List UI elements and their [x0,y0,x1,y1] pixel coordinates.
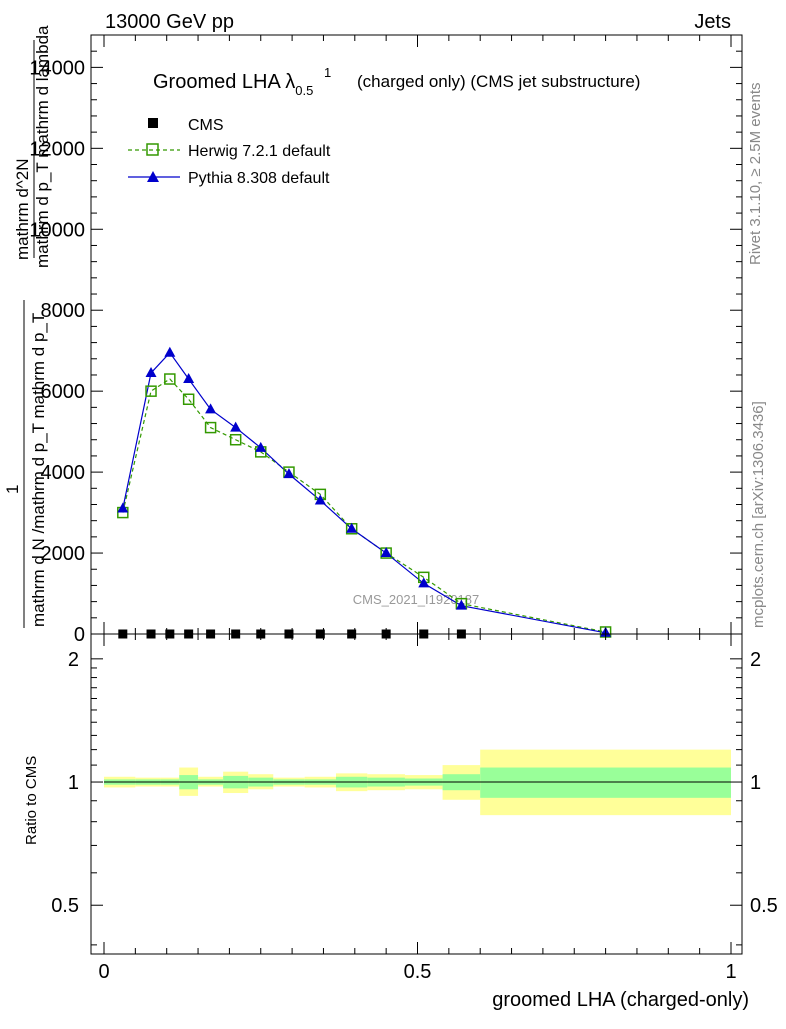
xtick-label: 0.5 [404,961,432,983]
legend-cms-label: CMS [188,117,224,134]
pythia-point [205,403,217,414]
legend-pythia-marker [147,171,159,182]
ratio-band-inner [480,767,731,798]
ylabel-numerator-1: mathrm d^2N [13,158,32,260]
herwig-point [229,433,242,446]
ylabel-denominator-2: mathrm d N /mathrm d p_T mathrm d p_T [29,313,48,627]
pythia-point [418,577,430,588]
ratio-ytick-label: 0.5 [51,895,79,917]
pythia-point [283,468,295,479]
pythia-point [455,599,467,610]
ratio-ytick-label-right: 1 [750,772,761,794]
ratio-ytick-label: 2 [68,649,79,671]
main-ytick-label: 14000 [29,57,85,79]
main-ytick-label: 8000 [41,300,86,322]
herwig-point [164,373,176,385]
xtick-label: 0 [98,961,109,983]
herwig-series-line [122,378,606,633]
legend-herwig-label: Herwig 7.2.1 default [188,143,331,160]
plot-title-superscript: 1 [324,65,331,80]
mcplots-credit-text: mcplots.cern.ch [arXiv:1306.3436] [750,401,767,628]
ratio-ytick-label: 1 [68,772,79,794]
ratio-panel-frame [90,633,743,955]
main-ytick-label: 12000 [29,138,85,160]
ratio-ytick-label-right: 2 [750,649,761,671]
legend-cms-marker [148,118,158,128]
herwig-point [204,421,217,434]
ratio-ytick-label-right: 0.5 [750,895,778,917]
pythia-point [183,373,195,384]
herwig-point [182,393,195,406]
watermark-text: CMS_2021_I1920187 [353,592,480,607]
pythia-point [117,502,129,513]
legend-pythia-label: Pythia 8.308 default [188,170,330,187]
plot-title-suffix: (charged only) (CMS jet substructure) [357,72,640,91]
main-ytick-label: 2000 [41,543,86,565]
ratio-axes: 0 0.5 1 0.5 0.5 1 1 2 2 [51,634,778,983]
pythia-point [380,547,392,558]
xtick-label: 1 [725,961,736,983]
x-axis-label: groomed LHA (charged-only) [492,989,749,1011]
ratio-ylabel: Ratio to CMS [23,756,40,845]
main-axes: 0 2000 4000 6000 8000 10000 12000 14000 [29,35,742,646]
plot-title: Groomed LHA λ0.5 [153,71,313,98]
rivet-version-text: Rivet 3.1.10, ≥ 2.5M events [747,83,764,266]
pythia-point [314,494,326,505]
main-ytick-label: 10000 [29,219,85,241]
main-ytick-label: 0 [74,624,85,646]
main-ytick-label: 4000 [41,462,86,484]
header-process: 13000 GeV pp [105,11,234,33]
plot-title-subscript: 0.5 [295,83,313,98]
pythia-point [145,366,157,377]
main-ylabel: mathrm d^2N mathrm d p_T mathrm d lambda… [3,25,52,628]
plot-title-main: Groomed LHA λ [153,71,295,93]
pythia-point [164,346,176,357]
ylabel-denominator-1: mathrm d p_T mathrm d lambda [33,25,52,268]
ylabel-numerator-2: 1 [3,485,22,494]
herwig-point [145,385,157,397]
legend-herwig-marker [146,143,159,156]
pythia-point [346,522,358,533]
legend: CMS Herwig 7.2.1 default Pythia 8.308 de… [128,117,331,187]
pythia-point [230,421,242,432]
main-ytick-label: 6000 [41,381,86,403]
header-observable-group: Jets [694,11,731,33]
pythia-point [255,441,267,452]
pythia-series-line [122,351,606,634]
